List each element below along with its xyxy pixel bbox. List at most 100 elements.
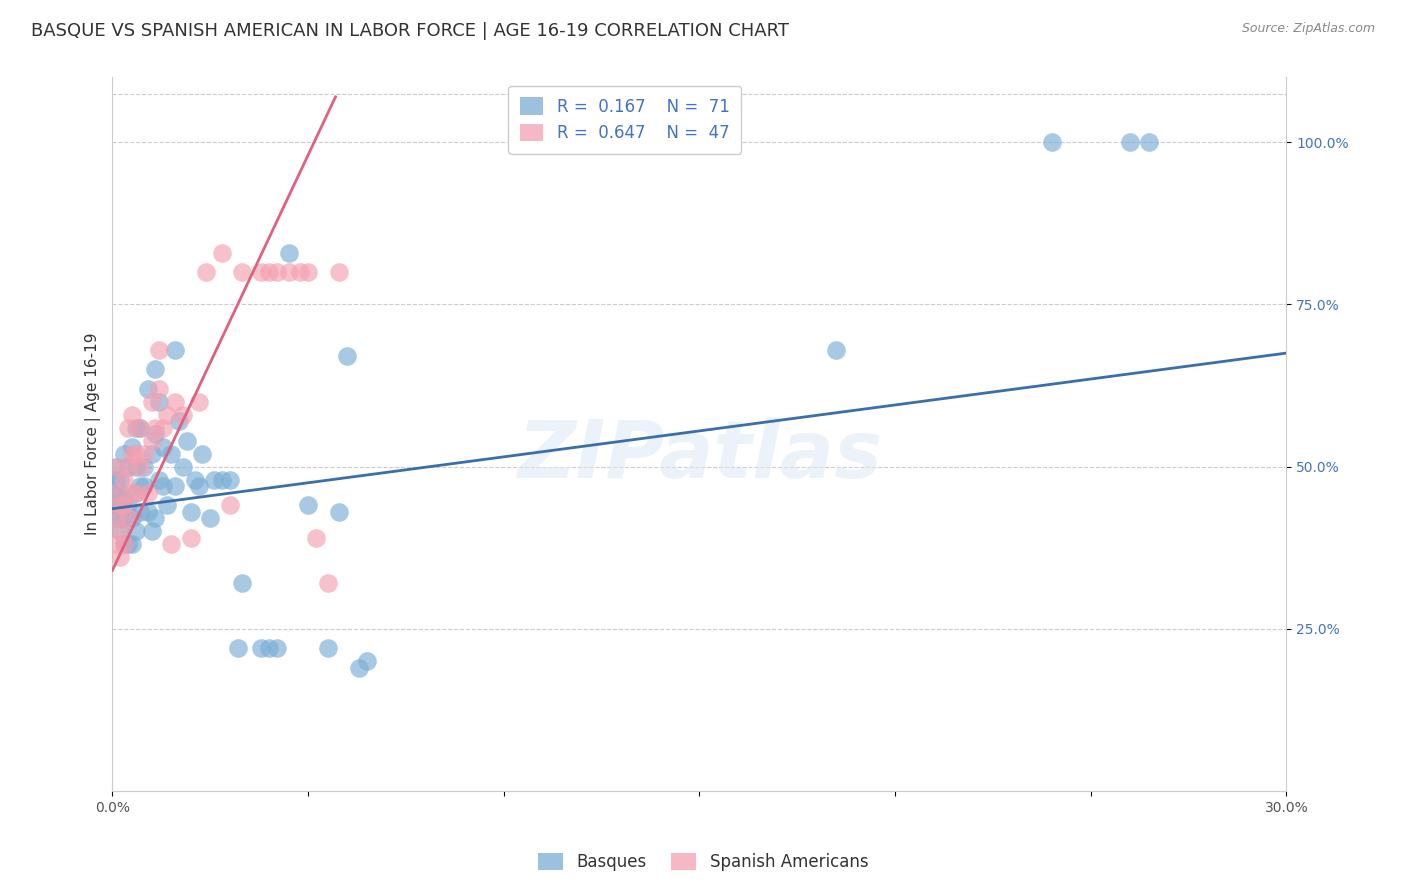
Point	[121, 440, 143, 454]
Point	[125, 447, 148, 461]
Point	[112, 447, 135, 461]
Point	[141, 434, 163, 448]
Point	[226, 641, 249, 656]
Point	[128, 505, 150, 519]
Point	[112, 473, 135, 487]
Point	[195, 265, 218, 279]
Point	[180, 505, 202, 519]
Point	[105, 459, 128, 474]
Point	[200, 511, 222, 525]
Point	[121, 511, 143, 525]
Point	[110, 511, 132, 525]
Point	[328, 265, 350, 279]
Point	[347, 660, 370, 674]
Point	[125, 459, 148, 474]
Point	[148, 394, 170, 409]
Point	[1139, 136, 1161, 150]
Point	[257, 641, 280, 656]
Point	[211, 473, 233, 487]
Point	[136, 505, 159, 519]
Point	[156, 499, 179, 513]
Point	[145, 420, 167, 434]
Point	[132, 479, 155, 493]
Point	[110, 524, 132, 539]
Point	[105, 511, 128, 525]
Text: Source: ZipAtlas.com: Source: ZipAtlas.com	[1241, 22, 1375, 36]
Point	[231, 576, 253, 591]
Point	[128, 459, 150, 474]
Point	[187, 394, 209, 409]
Point	[145, 362, 167, 376]
Point	[250, 265, 273, 279]
Point	[152, 479, 174, 493]
Point	[105, 511, 128, 525]
Point	[141, 447, 163, 461]
Text: BASQUE VS SPANISH AMERICAN IN LABOR FORCE | AGE 16-19 CORRELATION CHART: BASQUE VS SPANISH AMERICAN IN LABOR FORC…	[31, 22, 789, 40]
Point	[110, 499, 132, 513]
Point	[117, 459, 139, 474]
Point	[290, 265, 312, 279]
Point	[183, 473, 205, 487]
Point	[297, 265, 319, 279]
Point	[148, 343, 170, 357]
Legend: R =  0.167    N =  71, R =  0.647    N =  47: R = 0.167 N = 71, R = 0.647 N = 47	[508, 86, 741, 153]
Point	[163, 394, 186, 409]
Point	[180, 531, 202, 545]
Point	[218, 499, 240, 513]
Point	[187, 479, 209, 493]
Point	[167, 414, 190, 428]
Text: ZIPatlas: ZIPatlas	[517, 417, 882, 494]
Point	[141, 394, 163, 409]
Point	[117, 511, 139, 525]
Point	[105, 499, 128, 513]
Point	[277, 245, 299, 260]
Point	[117, 499, 139, 513]
Point	[141, 524, 163, 539]
Point	[132, 447, 155, 461]
Point	[356, 654, 378, 668]
Point	[160, 447, 183, 461]
Point	[112, 537, 135, 551]
Y-axis label: In Labor Force | Age 16-19: In Labor Force | Age 16-19	[86, 333, 101, 535]
Point	[117, 420, 139, 434]
Point	[136, 485, 159, 500]
Point	[110, 524, 132, 539]
Point	[121, 485, 143, 500]
Point	[328, 505, 350, 519]
Point	[277, 265, 299, 279]
Point	[316, 576, 339, 591]
Point	[148, 473, 170, 487]
Point	[110, 485, 132, 500]
Point	[121, 408, 143, 422]
Point	[316, 641, 339, 656]
Point	[112, 499, 135, 513]
Point	[125, 524, 148, 539]
Point	[128, 420, 150, 434]
Point	[110, 473, 132, 487]
Point	[121, 447, 143, 461]
Point	[297, 499, 319, 513]
Point	[105, 459, 128, 474]
Point	[145, 511, 167, 525]
Point	[163, 479, 186, 493]
Point	[163, 343, 186, 357]
Point	[128, 479, 150, 493]
Point	[156, 408, 179, 422]
Point	[105, 473, 128, 487]
Point	[305, 531, 328, 545]
Legend: Basques, Spanish Americans: Basques, Spanish Americans	[530, 845, 876, 880]
Point	[218, 473, 240, 487]
Point	[825, 343, 848, 357]
Point	[152, 440, 174, 454]
Point	[160, 537, 183, 551]
Point	[202, 473, 225, 487]
Point	[145, 427, 167, 442]
Point	[112, 491, 135, 506]
Point	[121, 537, 143, 551]
Point	[125, 485, 148, 500]
Point	[336, 349, 359, 363]
Point	[105, 537, 128, 551]
Point	[266, 641, 288, 656]
Point	[105, 485, 128, 500]
Point	[250, 641, 273, 656]
